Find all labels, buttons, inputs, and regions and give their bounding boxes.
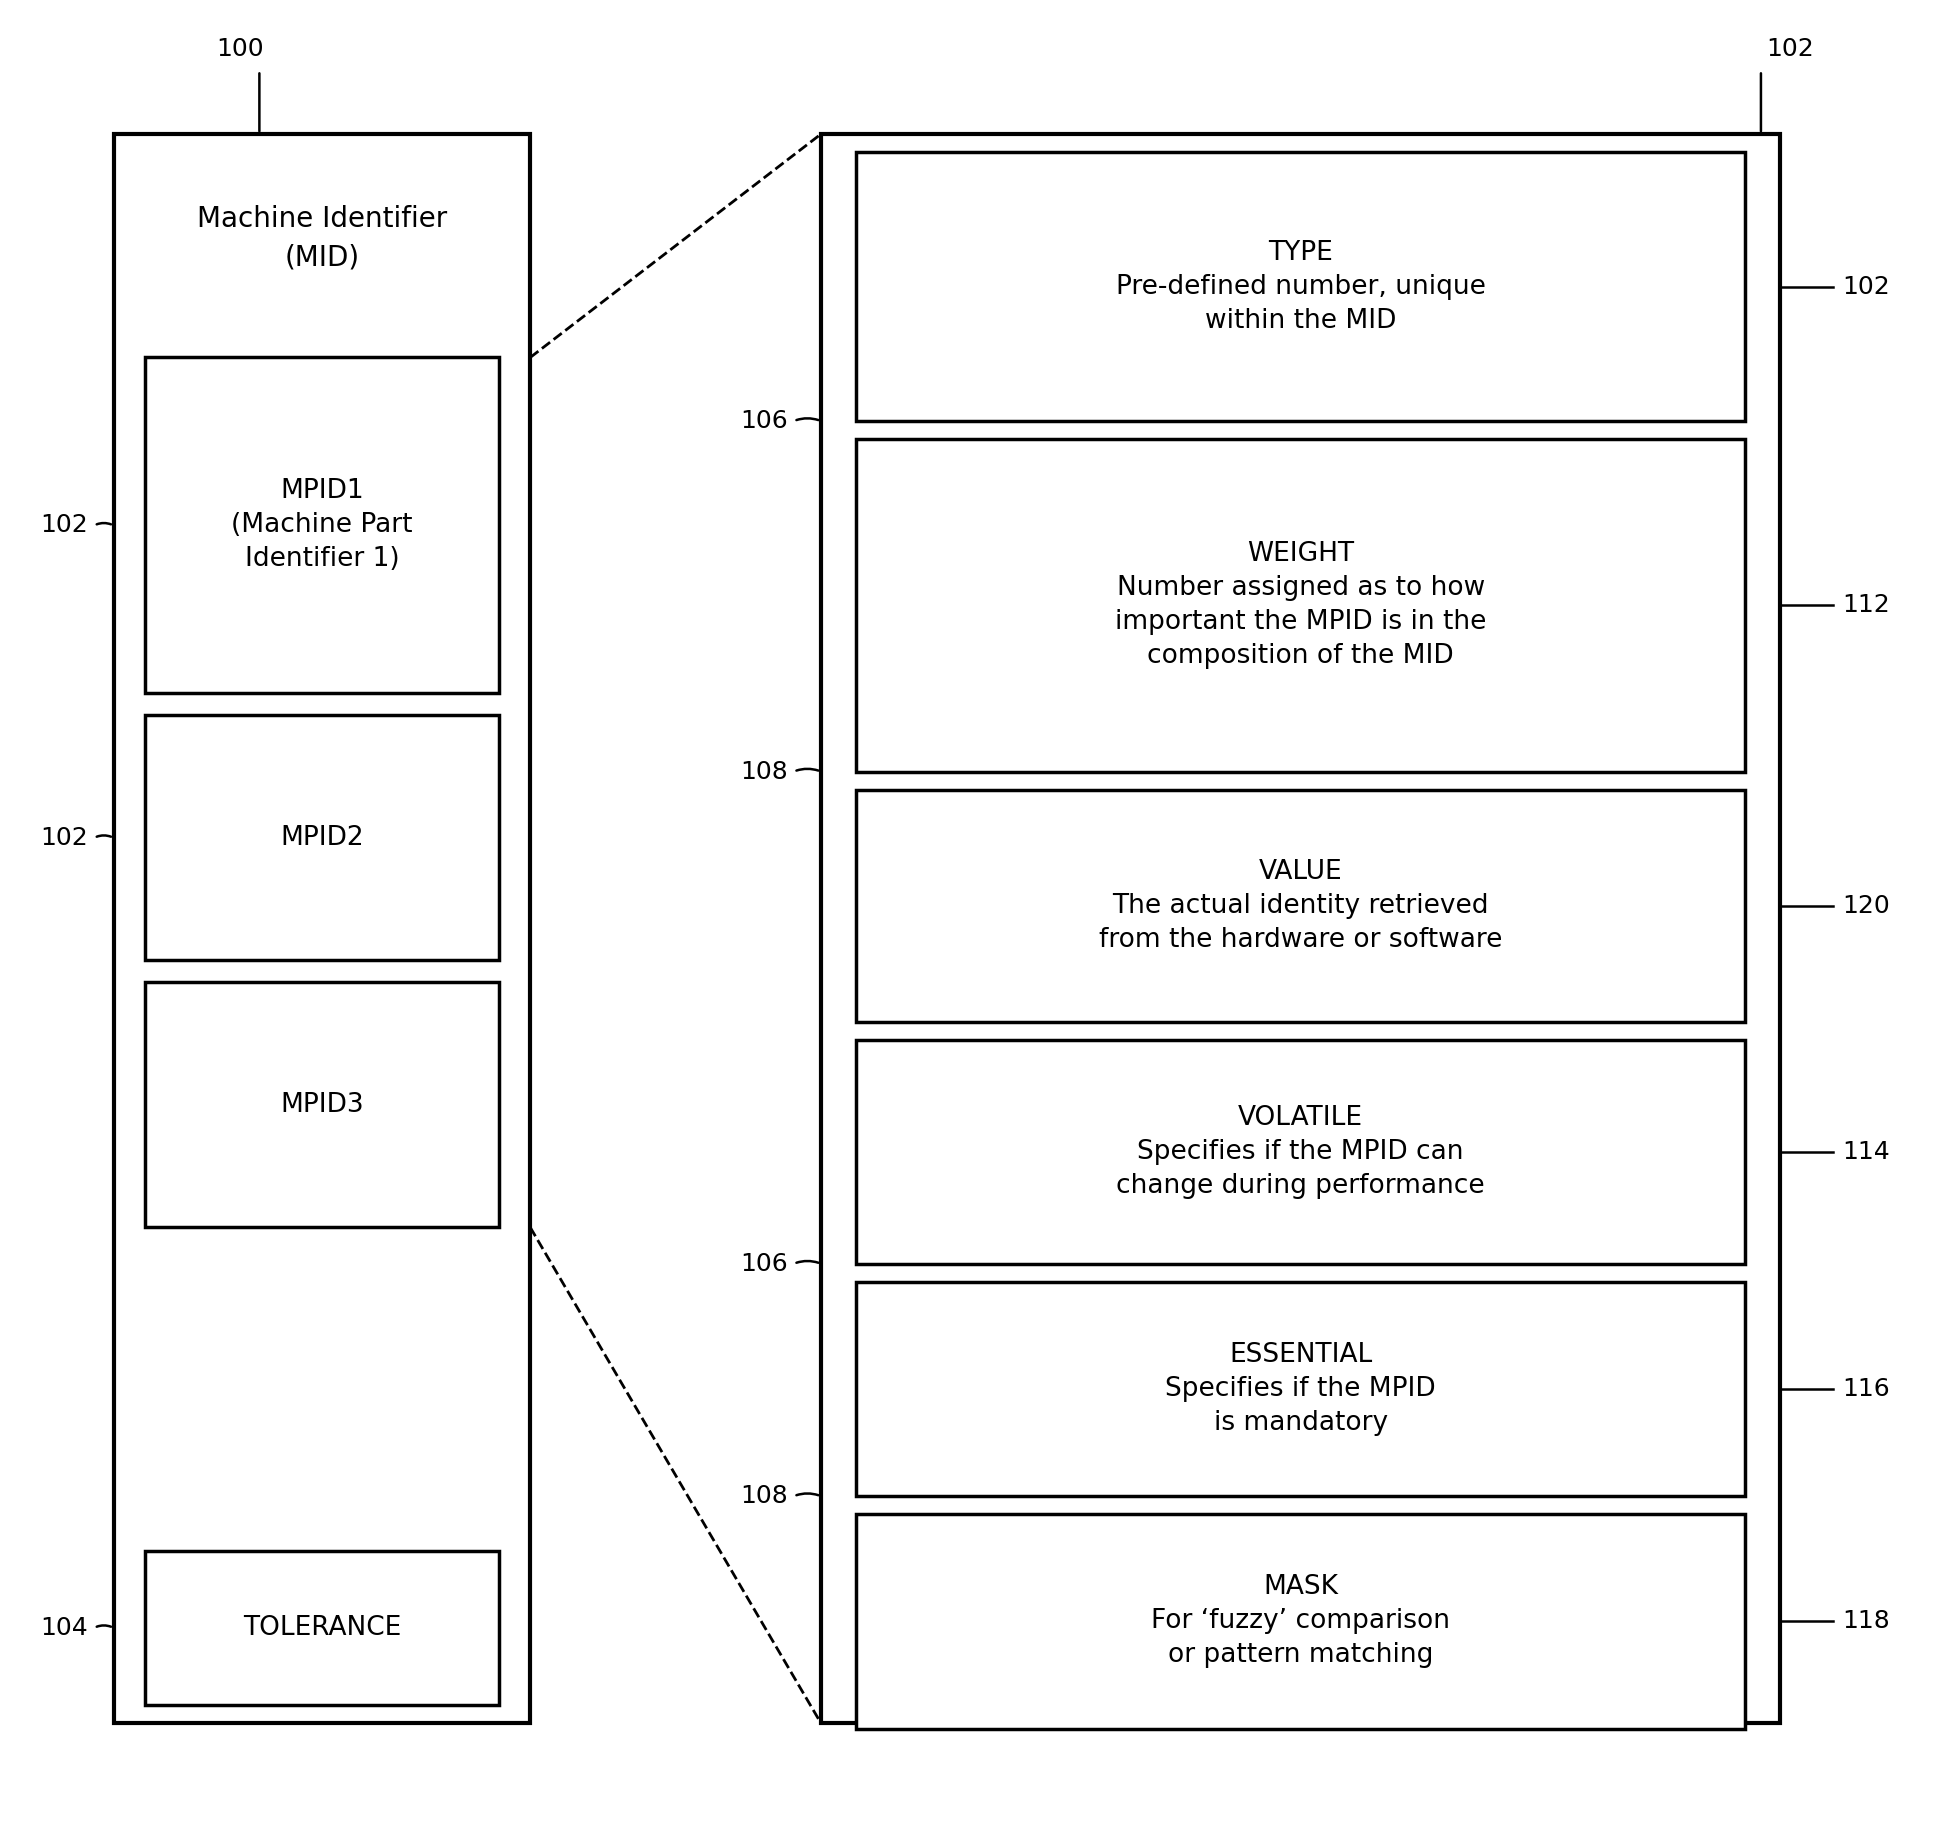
Bar (144, 983, 500, 1228)
Text: TOLERANCE: TOLERANCE (242, 1614, 400, 1642)
Text: 106: 106 (740, 410, 789, 434)
Bar (855, 791, 1745, 1023)
Text: VALUE
The actual identity retrieved
from the hardware or software: VALUE The actual identity retrieved from… (1099, 858, 1503, 953)
Text: MASK
For ‘fuzzy’ comparison
or pattern matching: MASK For ‘fuzzy’ comparison or pattern m… (1152, 1574, 1450, 1669)
Bar (855, 439, 1745, 772)
Text: VOLATILE
Specifies if the MPID can
change during performance: VOLATILE Specifies if the MPID can chang… (1117, 1105, 1485, 1199)
Text: 106: 106 (740, 1252, 789, 1276)
Text: 120: 120 (1843, 893, 1890, 919)
Text: 108: 108 (740, 1484, 789, 1508)
Text: MPID3: MPID3 (279, 1093, 363, 1118)
Text: 102: 102 (41, 514, 88, 538)
Text: 118: 118 (1843, 1609, 1890, 1634)
Text: 102: 102 (41, 825, 88, 849)
Text: MPID2: MPID2 (279, 825, 363, 851)
Text: 112: 112 (1843, 593, 1890, 617)
Bar (144, 357, 500, 694)
Text: 100: 100 (217, 37, 264, 62)
Text: 102: 102 (1767, 37, 1813, 62)
Text: WEIGHT
Number assigned as to how
important the MPID is in the
composition of the: WEIGHT Number assigned as to how importa… (1115, 542, 1485, 670)
Bar (855, 1281, 1745, 1497)
Text: 116: 116 (1843, 1376, 1890, 1402)
Text: 108: 108 (740, 759, 789, 783)
Text: ESSENTIAL
Specifies if the MPID
is mandatory: ESSENTIAL Specifies if the MPID is manda… (1165, 1341, 1437, 1437)
Text: 102: 102 (1843, 274, 1890, 298)
Text: 104: 104 (41, 1616, 88, 1640)
Text: 114: 114 (1843, 1140, 1890, 1164)
Bar (144, 1550, 500, 1706)
Text: MPID1
(Machine Part
Identifier 1): MPID1 (Machine Part Identifier 1) (230, 478, 412, 573)
Bar (113, 134, 531, 1724)
Bar (855, 1039, 1745, 1265)
Text: Machine Identifier
(MID): Machine Identifier (MID) (197, 205, 447, 273)
Text: TYPE
Pre-defined number, unique
within the MID: TYPE Pre-defined number, unique within t… (1117, 240, 1485, 333)
Bar (855, 152, 1745, 421)
Bar (144, 716, 500, 961)
Bar (822, 134, 1780, 1724)
Bar (855, 1513, 1745, 1729)
